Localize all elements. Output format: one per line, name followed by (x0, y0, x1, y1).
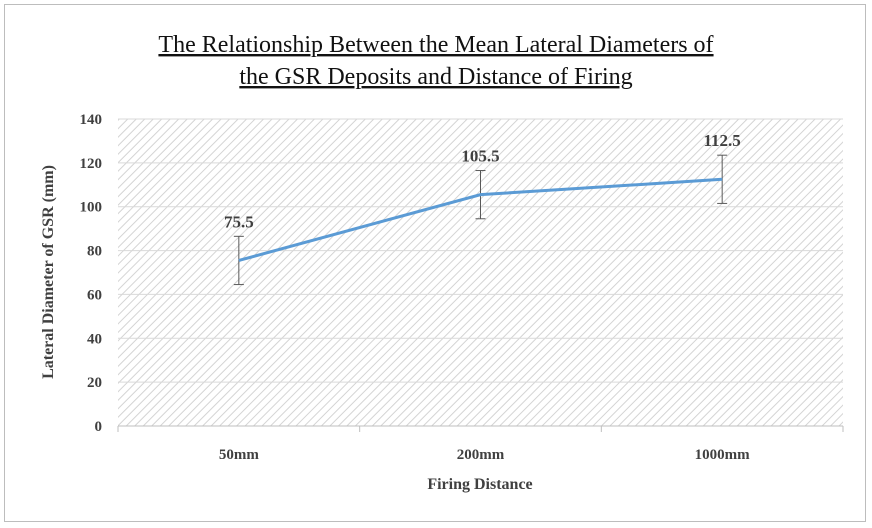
x-tick-label: 1000mm (695, 447, 750, 463)
data-label: 105.5 (461, 147, 499, 166)
y-tick-label: 120 (80, 156, 103, 172)
chart-title-line-2: the GSR Deposits and Distance of Firing (239, 64, 632, 90)
y-tick-label: 140 (80, 112, 103, 128)
series-line (238, 177, 723, 262)
data-label: 112.5 (704, 131, 741, 150)
x-axis-title: Firing Distance (427, 476, 532, 493)
y-tick-label: 100 (80, 200, 103, 216)
data-label: 75.5 (224, 212, 254, 231)
x-tick-label: 200mm (457, 447, 505, 463)
y-tick-label: 20 (87, 375, 102, 391)
y-tick-label: 40 (87, 331, 102, 347)
y-tick-label: 0 (95, 419, 103, 435)
data-labels: 75.5 105.5 112.5 (224, 131, 741, 231)
y-tick-label: 60 (87, 287, 102, 303)
y-axis-ticks: 0 20 40 60 80 100 120 140 (80, 112, 103, 435)
x-axis-ticks: 50mm 200mm 1000mm (117, 426, 844, 463)
y-axis-title: Lateral Diameter of GSR (mm) (40, 165, 57, 379)
y-tick-label: 80 (87, 244, 102, 260)
chart-title-line-1: The Relationship Between the Mean Latera… (158, 32, 713, 58)
x-tick-label: 50mm (219, 447, 259, 463)
